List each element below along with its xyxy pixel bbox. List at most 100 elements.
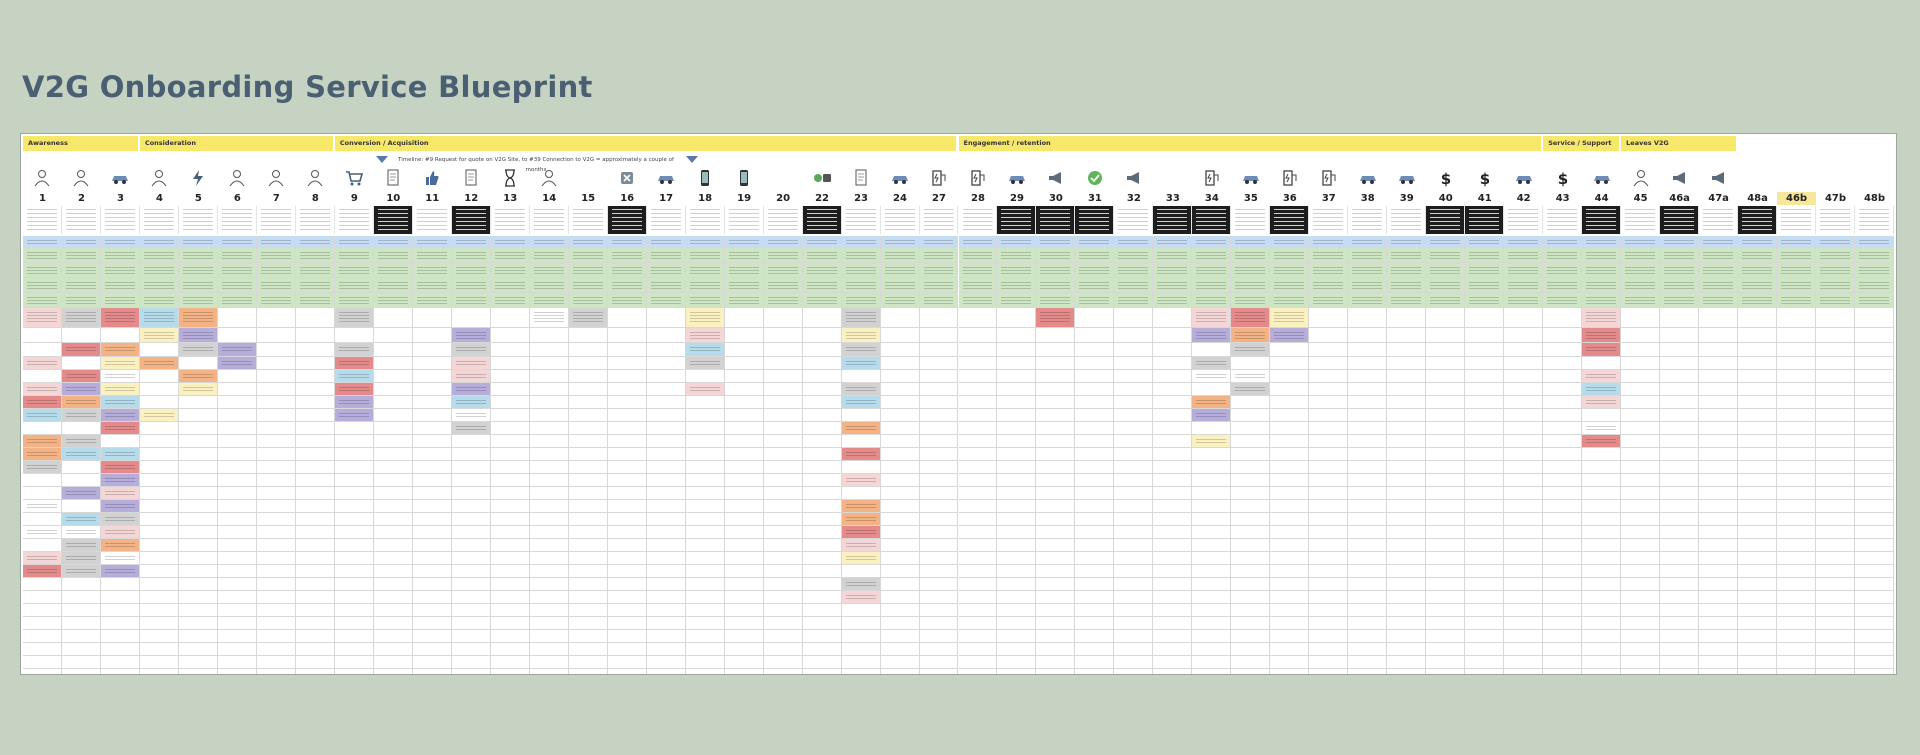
blueprint-cell	[100, 617, 140, 630]
blueprint-cell	[685, 396, 725, 409]
blueprint-cell	[1543, 448, 1583, 461]
blueprint-cell	[1504, 500, 1544, 513]
empty-icon-slot	[1153, 167, 1192, 189]
blueprint-cell	[997, 656, 1037, 669]
blueprint-cell	[139, 383, 179, 396]
blueprint-cell	[1816, 409, 1855, 422]
blueprint-cell	[1777, 370, 1817, 383]
blueprint-cell	[685, 461, 725, 474]
blueprint-cell	[451, 422, 491, 435]
blueprint-cell	[178, 500, 218, 513]
blueprint-cell	[646, 278, 686, 293]
blueprint-cell	[646, 308, 686, 328]
blueprint-cell	[1465, 248, 1505, 263]
blueprint-cell	[451, 396, 491, 409]
blueprint-cell	[1582, 448, 1622, 461]
blueprint-cell	[1309, 578, 1349, 591]
blueprint-cell	[1621, 370, 1661, 383]
blueprint-cell	[1660, 343, 1700, 357]
blueprint-cell	[1738, 526, 1778, 539]
blueprint-cell	[1231, 513, 1271, 526]
blueprint-cell	[646, 448, 686, 461]
blueprint-cell	[919, 343, 959, 357]
blueprint-cell	[880, 474, 920, 487]
blueprint-cell	[802, 474, 842, 487]
blueprint-cell	[763, 435, 803, 448]
blueprint-cell	[23, 461, 62, 474]
blueprint-cell	[217, 513, 257, 526]
phase-consideration: Consideration	[139, 136, 333, 151]
blueprint-cell	[139, 643, 179, 656]
blueprint-cell	[256, 308, 296, 328]
blueprint-cell	[178, 526, 218, 539]
blueprint-cell	[1504, 435, 1544, 448]
blueprint-cell	[1309, 591, 1349, 604]
blueprint-cell	[1465, 474, 1505, 487]
blueprint-cell	[100, 422, 140, 435]
blueprint-cell	[100, 308, 140, 328]
blueprint-cell	[490, 448, 530, 461]
blueprint-cell	[568, 630, 608, 643]
blueprint-cell	[1075, 383, 1115, 396]
blueprint-cell	[1036, 357, 1076, 370]
blueprint-cell	[958, 308, 998, 328]
blueprint-cell	[1114, 383, 1154, 396]
blueprint-cell	[958, 263, 998, 278]
blueprint-cell	[724, 328, 764, 343]
blueprint-cell	[724, 513, 764, 526]
blueprint-cell	[23, 422, 62, 435]
blueprint-cell	[1114, 630, 1154, 643]
blueprint-cell	[1426, 474, 1466, 487]
blueprint-cell	[1114, 343, 1154, 357]
blueprint-cell	[1075, 308, 1115, 328]
blueprint-cell	[413, 669, 452, 674]
blueprint-cell	[490, 487, 530, 500]
blueprint-cell	[1075, 539, 1115, 552]
blueprint-cell	[802, 461, 842, 474]
blueprint-cell	[23, 409, 62, 422]
blueprint-cell	[451, 435, 491, 448]
blueprint-cell	[412, 357, 452, 370]
blueprint-cell	[256, 539, 296, 552]
blueprint-cell	[685, 263, 725, 278]
blueprint-cell	[997, 487, 1037, 500]
blueprint-cell	[1153, 591, 1193, 604]
blueprint-cell	[802, 308, 842, 328]
blueprint-cell	[256, 513, 296, 526]
blueprint-cell	[256, 461, 296, 474]
blueprint-cell	[1699, 578, 1739, 591]
blueprint-cell	[1036, 343, 1076, 357]
blueprint-cell	[1855, 487, 1894, 500]
blueprint-cell	[919, 630, 959, 643]
blueprint-cell	[997, 565, 1037, 578]
step-number: 39	[1399, 193, 1414, 204]
blueprint-board[interactable]: Awareness Consideration Conversion / Acqui…	[20, 133, 1897, 675]
document-icon	[452, 167, 491, 189]
blueprint-cell	[1543, 669, 1583, 674]
blueprint-cell	[1270, 461, 1310, 474]
blueprint-cell	[1153, 617, 1193, 630]
blueprint-cell	[608, 669, 647, 674]
blueprint-cell	[1270, 448, 1310, 461]
blueprint-cell	[100, 357, 140, 370]
blueprint-cell	[997, 383, 1037, 396]
blueprint-cell	[841, 278, 881, 293]
blueprint-cell	[1465, 539, 1505, 552]
step-number: 8	[311, 193, 319, 204]
blueprint-cell	[763, 643, 803, 656]
blueprint-cell	[1153, 409, 1193, 422]
blueprint-cell	[1738, 308, 1778, 328]
blueprint-cell	[841, 474, 881, 487]
blueprint-cell	[1777, 474, 1817, 487]
blueprint-cell	[1738, 396, 1778, 409]
blueprint-cell	[451, 308, 491, 328]
blueprint-cell	[1387, 293, 1427, 308]
blueprint-cell	[1855, 500, 1894, 513]
blueprint-cell	[1816, 308, 1855, 328]
blueprint-cell	[1192, 236, 1232, 248]
blueprint-cell	[763, 617, 803, 630]
blueprint-cell	[568, 328, 608, 343]
close-badge-icon	[608, 167, 647, 189]
blueprint-cell	[1699, 278, 1739, 293]
blueprint-cell	[1114, 293, 1154, 308]
